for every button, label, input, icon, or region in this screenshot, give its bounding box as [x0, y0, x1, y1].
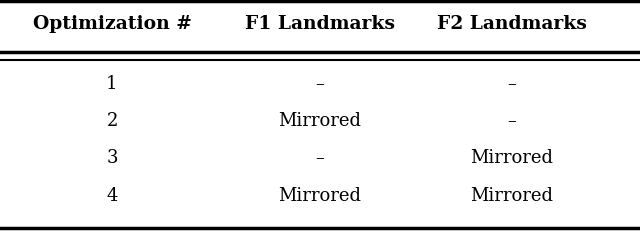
- Text: Mirrored: Mirrored: [470, 149, 554, 167]
- Text: –: –: [508, 75, 516, 93]
- Text: 2: 2: [106, 112, 118, 130]
- Text: F2 Landmarks: F2 Landmarks: [437, 15, 587, 33]
- Text: F1 Landmarks: F1 Landmarks: [245, 15, 395, 33]
- Text: 1: 1: [106, 75, 118, 93]
- Text: Mirrored: Mirrored: [278, 187, 362, 205]
- Text: Mirrored: Mirrored: [470, 187, 554, 205]
- Text: Optimization #: Optimization #: [33, 15, 191, 33]
- Text: –: –: [316, 75, 324, 93]
- Text: –: –: [316, 149, 324, 167]
- Text: 4: 4: [106, 187, 118, 205]
- Text: Mirrored: Mirrored: [278, 112, 362, 130]
- Text: 3: 3: [106, 149, 118, 167]
- Text: –: –: [508, 112, 516, 130]
